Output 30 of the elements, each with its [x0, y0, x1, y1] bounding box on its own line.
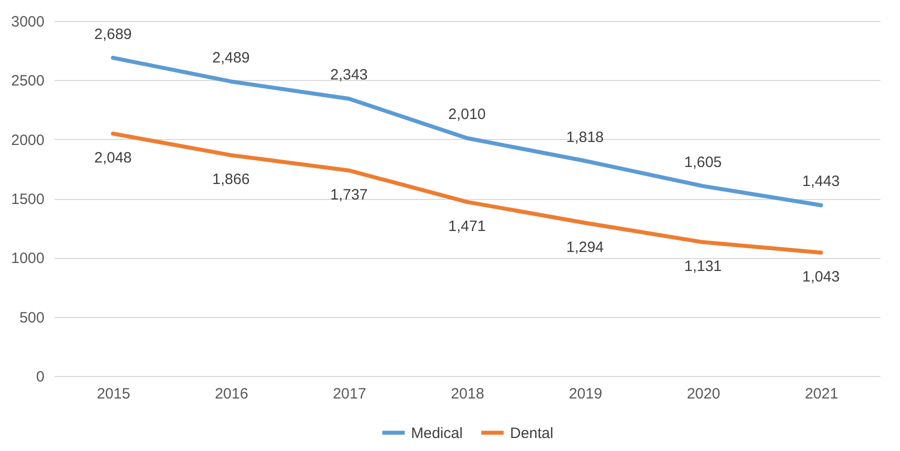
x-tick-label: 2016 — [214, 386, 248, 402]
data-label: 2,489 — [212, 49, 250, 66]
data-label: 2,343 — [330, 66, 368, 84]
y-tick-label: 1000 — [11, 250, 44, 268]
x-tick-label: 2017 — [332, 386, 366, 402]
data-label: 1,043 — [802, 268, 840, 286]
y-tick-label: 500 — [19, 309, 44, 326]
data-label: 2,689 — [94, 26, 132, 43]
y-tick-label: 0 — [36, 368, 44, 386]
data-label: 2,010 — [448, 106, 486, 124]
x-tick-label: 2021 — [804, 386, 838, 402]
data-label: 1,131 — [684, 258, 722, 276]
y-tick-label: 2000 — [11, 132, 44, 149]
legend-label: Dental — [510, 424, 554, 442]
x-tick-label: 2019 — [568, 386, 602, 402]
y-tick-label: 2500 — [11, 72, 44, 90]
x-tick-label: 2015 — [96, 386, 130, 402]
x-tick-label: 2020 — [686, 386, 720, 402]
y-tick-label: 1500 — [11, 191, 44, 208]
data-label: 1,443 — [802, 173, 840, 190]
legend-label: Medical — [411, 424, 463, 442]
y-tick-label: 3000 — [11, 14, 44, 30]
data-label: 1,294 — [566, 238, 604, 256]
data-label: 1,471 — [448, 218, 486, 235]
x-tick-label: 2018 — [450, 386, 484, 402]
data-label: 1,737 — [330, 186, 368, 204]
data-label: 1,605 — [684, 154, 722, 172]
data-label: 1,818 — [566, 128, 604, 146]
data-label: 2,048 — [94, 150, 132, 167]
data-label: 1,866 — [212, 171, 250, 188]
